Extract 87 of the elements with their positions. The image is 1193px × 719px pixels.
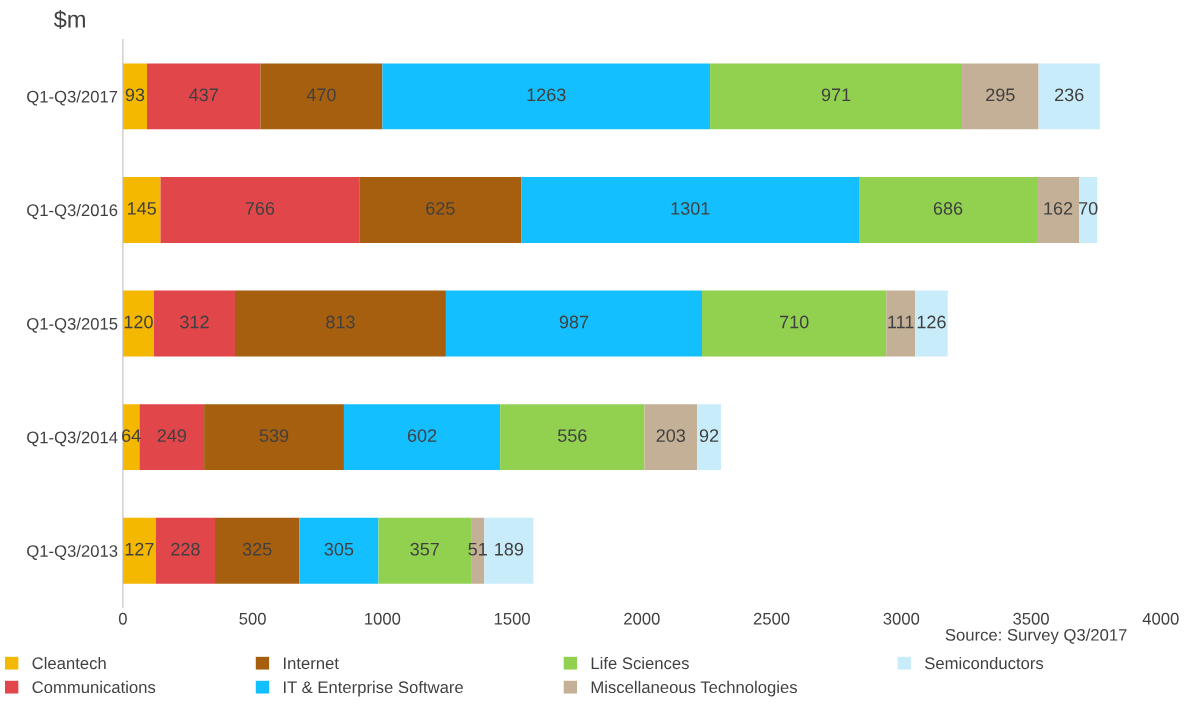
bar: [260, 63, 383, 130]
data-label: 987: [559, 315, 589, 329]
x-tick-label: 2500: [753, 612, 790, 625]
data-label: 145: [128, 202, 156, 215]
data-label: 686: [933, 202, 963, 215]
data-label: 312: [180, 315, 209, 329]
bar: [915, 290, 948, 357]
legend-label: Life Sciences: [591, 656, 689, 670]
bar: [886, 290, 916, 357]
bar: [122, 517, 156, 584]
bar: [234, 290, 446, 357]
bar: [697, 404, 721, 471]
data-label: 295: [986, 88, 1015, 102]
x-tick-label: 1000: [365, 612, 401, 625]
bar: [382, 63, 711, 130]
data-label: 189: [495, 542, 524, 556]
bar: [521, 177, 860, 243]
data-label: 710: [780, 315, 809, 329]
bar: [343, 404, 501, 471]
data-label: 249: [157, 429, 186, 442]
data-label: 111: [888, 315, 914, 329]
bar: [710, 63, 963, 130]
bar: [160, 177, 360, 243]
data-label: 625: [426, 202, 455, 215]
bar: [154, 290, 235, 357]
bar: [500, 404, 645, 471]
bar: [644, 404, 698, 471]
data-label: 437: [189, 88, 218, 102]
x-tick-label: 3000: [883, 612, 920, 625]
data-label: 126: [917, 315, 946, 329]
bar: [359, 177, 522, 243]
data-label: 305: [324, 542, 354, 556]
legend-label: Semiconductors: [925, 656, 1044, 670]
bar: [214, 517, 300, 584]
data-label: 325: [242, 542, 272, 556]
y-tick-label: Q1-Q3/2017: [27, 90, 118, 106]
bar: [122, 177, 161, 243]
x-tick-label: 3500: [1013, 612, 1049, 625]
data-label: 70: [1079, 202, 1098, 215]
legend-label: Cleantech: [32, 656, 106, 670]
legend-label: Communications: [32, 680, 156, 694]
bar: [122, 290, 155, 357]
x-tick-label: 0: [118, 612, 127, 625]
data-label: 228: [171, 542, 200, 556]
data-label: 1301: [671, 202, 710, 215]
y-tick-label: Q1-Q3/2016: [27, 203, 118, 220]
data-label: 203: [656, 429, 686, 442]
bar: [1038, 63, 1100, 130]
bar: [445, 290, 703, 357]
legend-label: Miscellaneous Technologies: [591, 680, 797, 697]
bar: [204, 404, 344, 471]
source-note: Source: Survey Q3/2017: [945, 628, 1127, 645]
bar: [702, 290, 887, 357]
data-label: 120: [124, 315, 153, 329]
data-label: 971: [821, 88, 851, 102]
legend-label: IT & Enterprise Software: [283, 680, 463, 697]
bar: [155, 517, 215, 584]
x-tick-label: 4000: [1142, 612, 1179, 625]
bar: [147, 63, 261, 130]
legend-label: Internet: [283, 657, 339, 670]
data-label: 357: [410, 542, 439, 556]
data-label: 766: [245, 202, 275, 215]
bar: [962, 63, 1039, 130]
data-label: 813: [326, 315, 355, 329]
bar: [122, 63, 148, 130]
data-label: 92: [699, 429, 719, 442]
bar: [299, 517, 379, 584]
data-label: 556: [557, 429, 587, 442]
bar: [1079, 177, 1098, 243]
data-label: 162: [1044, 202, 1073, 215]
data-label: 470: [306, 88, 336, 102]
x-tick-label: 500: [239, 612, 266, 625]
data-label: 127: [125, 542, 154, 556]
bar: [1037, 177, 1080, 243]
y-tick-label: Q1-Q3/2014: [27, 431, 118, 447]
bar: [859, 177, 1038, 243]
data-label: 602: [407, 429, 437, 442]
x-tick-label: 1500: [494, 612, 530, 625]
text: $m: [53, 9, 85, 30]
y-tick-label: Q1-Q3/2015: [27, 317, 118, 333]
x-tick-label: 2000: [624, 612, 660, 625]
bar: [139, 404, 205, 471]
data-label: 1263: [527, 88, 566, 102]
data-label: 539: [259, 429, 289, 442]
data-label: 93: [125, 88, 145, 102]
data-label: 236: [1055, 88, 1084, 102]
y-tick-label: Q1-Q3/2013: [27, 544, 118, 560]
